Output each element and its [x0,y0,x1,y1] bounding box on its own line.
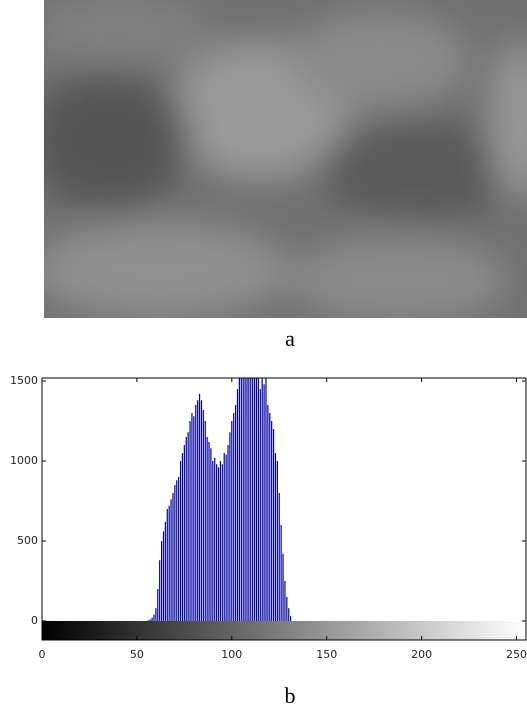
x-tick-label: 0 [39,648,46,661]
y-tick-label: 1500 [10,374,38,387]
plot-area [42,378,526,640]
caption: b [285,683,296,708]
y-tick-label: 500 [17,534,38,547]
photo [44,0,527,318]
x-tick-label: 50 [130,648,144,661]
bars [147,378,292,621]
x-tick-label: 250 [506,648,527,661]
x-tick-label: 150 [316,648,337,661]
plot-frame [41,377,527,641]
x-tick-label: 200 [411,648,432,661]
caption: a [285,326,295,351]
x-tick-label: 100 [221,648,242,661]
y-tick-label: 0 [31,614,38,627]
histogram: 0 500 1000 1500 0 50 100 150 200 250 [10,374,527,661]
colorbar [42,620,526,640]
y-tick-label: 1000 [10,454,38,467]
